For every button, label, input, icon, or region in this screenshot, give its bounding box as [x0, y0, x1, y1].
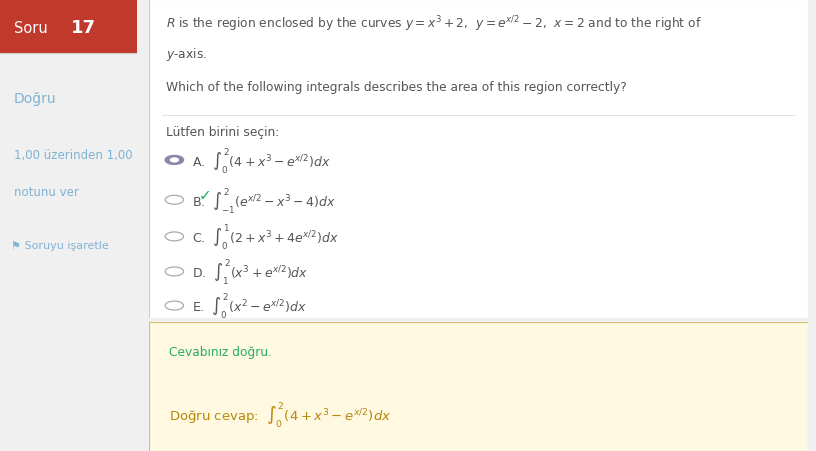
Circle shape — [171, 159, 179, 162]
Bar — [0, 0, 137, 54]
Text: Soru: Soru — [14, 20, 52, 36]
Text: A.  $\int_0^2(4 + x^3 - e^{x/2})dx$: A. $\int_0^2(4 + x^3 - e^{x/2})dx$ — [192, 146, 330, 175]
Text: ✓: ✓ — [199, 188, 211, 202]
Text: D.  $\int_1^2(x^3 + e^{x/2})dx$: D. $\int_1^2(x^3 + e^{x/2})dx$ — [192, 257, 308, 287]
Text: notunu ver: notunu ver — [14, 185, 78, 198]
Text: Doğru cevap:  $\int_0^2(4 + x^3 - e^{x/2})dx$: Doğru cevap: $\int_0^2(4 + x^3 - e^{x/2}… — [169, 400, 392, 429]
Text: Doğru: Doğru — [14, 92, 56, 106]
Text: C.  $\int_0^1(2 + x^3 + 4e^{x/2})dx$: C. $\int_0^1(2 + x^3 + 4e^{x/2})dx$ — [192, 222, 339, 252]
Text: Cevabınız doğru.: Cevabınız doğru. — [169, 345, 272, 359]
Text: ⚑ Soruyu işaretle: ⚑ Soruyu işaretle — [11, 241, 109, 251]
Text: B.  $\int_{-1}^2(e^{x/2} - x^3 - 4)dx$: B. $\int_{-1}^2(e^{x/2} - x^3 - 4)dx$ — [192, 185, 336, 215]
Text: Lütfen birini seçin:: Lütfen birini seçin: — [166, 125, 279, 138]
Text: 17: 17 — [71, 19, 96, 37]
Text: $y$-axis.: $y$-axis. — [166, 46, 206, 63]
Text: 1,00 üzerinden 1,00: 1,00 üzerinden 1,00 — [14, 149, 132, 162]
Circle shape — [165, 156, 184, 165]
Text: Which of the following integrals describes the area of this region correctly?: Which of the following integrals describ… — [166, 81, 627, 94]
Text: $R$ is the region enclosed by the curves $y = x^3 + 2$,  $y = e^{x/2} - 2$,  $x : $R$ is the region enclosed by the curves… — [166, 14, 702, 34]
Text: E.  $\int_0^2(x^2 - e^{x/2})dx$: E. $\int_0^2(x^2 - e^{x/2})dx$ — [192, 291, 307, 321]
